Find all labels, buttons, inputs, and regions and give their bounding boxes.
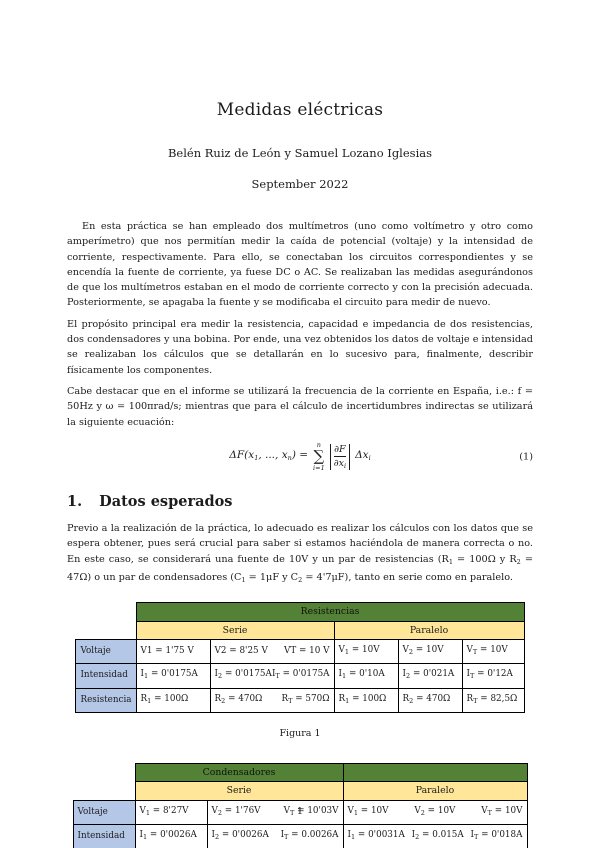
equation-1: ΔF(x1, ..., xn) = n ∑ i=1 ∂F ∂xi Δxi (1) xyxy=(67,436,533,478)
table-cell: V1 = 10V V2 = 10V VT = 10V xyxy=(342,799,528,826)
paragraph-intro: En esta práctica se han empleado dos mul… xyxy=(67,221,533,309)
table-cell: V2 = 8'25 V VT = 10 V xyxy=(209,638,335,665)
table-title-row: Resistencias xyxy=(75,602,525,640)
sigma-glyph: ∑ xyxy=(313,447,325,466)
table-cell: RT = 82,5Ω xyxy=(461,687,525,713)
table-row-voltaje: Voltaje V1 = 1'75 V V2 = 8'25 V VT = 10 V… xyxy=(75,638,525,665)
fraction-numerator: ∂F xyxy=(334,443,346,455)
page-title: Medidas eléctricas xyxy=(216,100,384,120)
table-cell: I1 = 0'10A xyxy=(333,663,399,689)
table-title-row: Condensadores xyxy=(73,763,528,801)
table-title-cont xyxy=(343,763,528,783)
equation-number: (1) xyxy=(519,451,533,463)
paragraph-purpose: El propósito principal era medir la resi… xyxy=(67,318,533,376)
sum-lower-limit: i=1 xyxy=(313,464,325,473)
table-cell: R2 = 470Ω xyxy=(397,687,463,713)
paragraph-frequency: Cabe destacar que en el informe se utili… xyxy=(67,385,533,428)
table-cell: I1 = 0'0175A xyxy=(135,663,211,689)
table-row-intensidad: Intensidad I1 = 0'0026A I2 = 0'0026A IT =… xyxy=(72,824,528,848)
partial-derivative-fraction: ∂F ∂xi xyxy=(333,443,347,470)
row-label: Voltaje xyxy=(72,799,136,826)
table-group-row: Serie Paralelo xyxy=(73,781,528,801)
section-heading: 1. Datos esperados xyxy=(67,492,533,510)
table-cell: R2 = 470Ω RT = 570Ω xyxy=(209,687,335,713)
summation-symbol: n ∑ i=1 xyxy=(313,442,325,472)
table-cell: V1 = 8'27V xyxy=(134,799,208,826)
row-label: Resistencia xyxy=(75,687,137,713)
equation-rhs: Δxi xyxy=(355,448,371,462)
table-row-intensidad: Intensidad I1 = 0'0175A I2 = 0'0175A IT =… xyxy=(75,663,525,689)
row-label: Voltaje xyxy=(75,638,137,665)
date-line: September 2022 xyxy=(251,177,349,191)
table-condensadores: Condensadores Serie Paralelo Voltaje V1 … xyxy=(72,763,528,848)
equation-lhs: ΔF(x1, ..., xn) = xyxy=(229,448,309,462)
group-paralelo: Paralelo xyxy=(342,781,528,801)
section-title: Datos esperados xyxy=(99,492,233,510)
table-cell: R1 = 100Ω xyxy=(135,687,211,713)
group-serie: Serie xyxy=(135,620,335,640)
page-number: 1 xyxy=(296,806,304,817)
table-cell: V1 = 1'75 V xyxy=(135,638,211,665)
sum-upper-limit: n xyxy=(316,440,321,449)
table-cell: V1 = 10V xyxy=(333,638,399,665)
table-cell: V2 = 10V xyxy=(397,638,463,665)
table-title: Condensadores xyxy=(134,763,344,783)
figure-1-caption: Figura 1 xyxy=(279,727,321,739)
blank-corner-cell xyxy=(73,763,135,801)
row-label: Intensidad xyxy=(72,824,136,848)
table-cell: I2 = 0'0175A IT = 0'0175A xyxy=(209,663,335,689)
authors-line: Belén Ruiz de León y Samuel Lozano Igles… xyxy=(167,146,433,160)
table-cell: I2 = 0'021A xyxy=(397,663,463,689)
absolute-value-bars: ∂F ∂xi xyxy=(329,443,351,470)
blank-corner-cell xyxy=(75,602,137,640)
table-title: Resistencias xyxy=(135,602,525,622)
table-resistencias: Resistencias Serie Paralelo Voltaje V1 =… xyxy=(75,602,525,713)
table-cell: I2 = 0'0026A IT = 0.0026A xyxy=(206,824,344,848)
paragraph-expected-data: Previo a la realización de la práctica, … xyxy=(67,523,533,585)
table-cell: VT = 10V xyxy=(461,638,525,665)
table-row-voltaje: Voltaje V1 = 8'27V V2 = 1'76V VT = 10'03V… xyxy=(72,799,528,826)
group-serie: Serie xyxy=(134,781,344,801)
table-row-resistencia: Resistencia R1 = 100Ω R2 = 470Ω RT = 570Ω… xyxy=(75,687,525,713)
row-label: Intensidad xyxy=(75,663,137,689)
table-cell: IT = 0'12A xyxy=(461,663,525,689)
section-number: 1. xyxy=(67,492,83,510)
table-group-row: Serie Paralelo xyxy=(76,620,525,640)
table-cell: R1 = 100Ω xyxy=(333,687,399,713)
table-cell: I1 = 0'0031A I2 = 0.015A IT = 0'018A xyxy=(342,824,528,848)
body-content: En esta práctica se han empleado dos mul… xyxy=(67,219,533,848)
table-cell: I1 = 0'0026A xyxy=(134,824,208,848)
group-paralelo: Paralelo xyxy=(333,620,525,640)
fraction-denominator: ∂xi xyxy=(333,455,347,470)
